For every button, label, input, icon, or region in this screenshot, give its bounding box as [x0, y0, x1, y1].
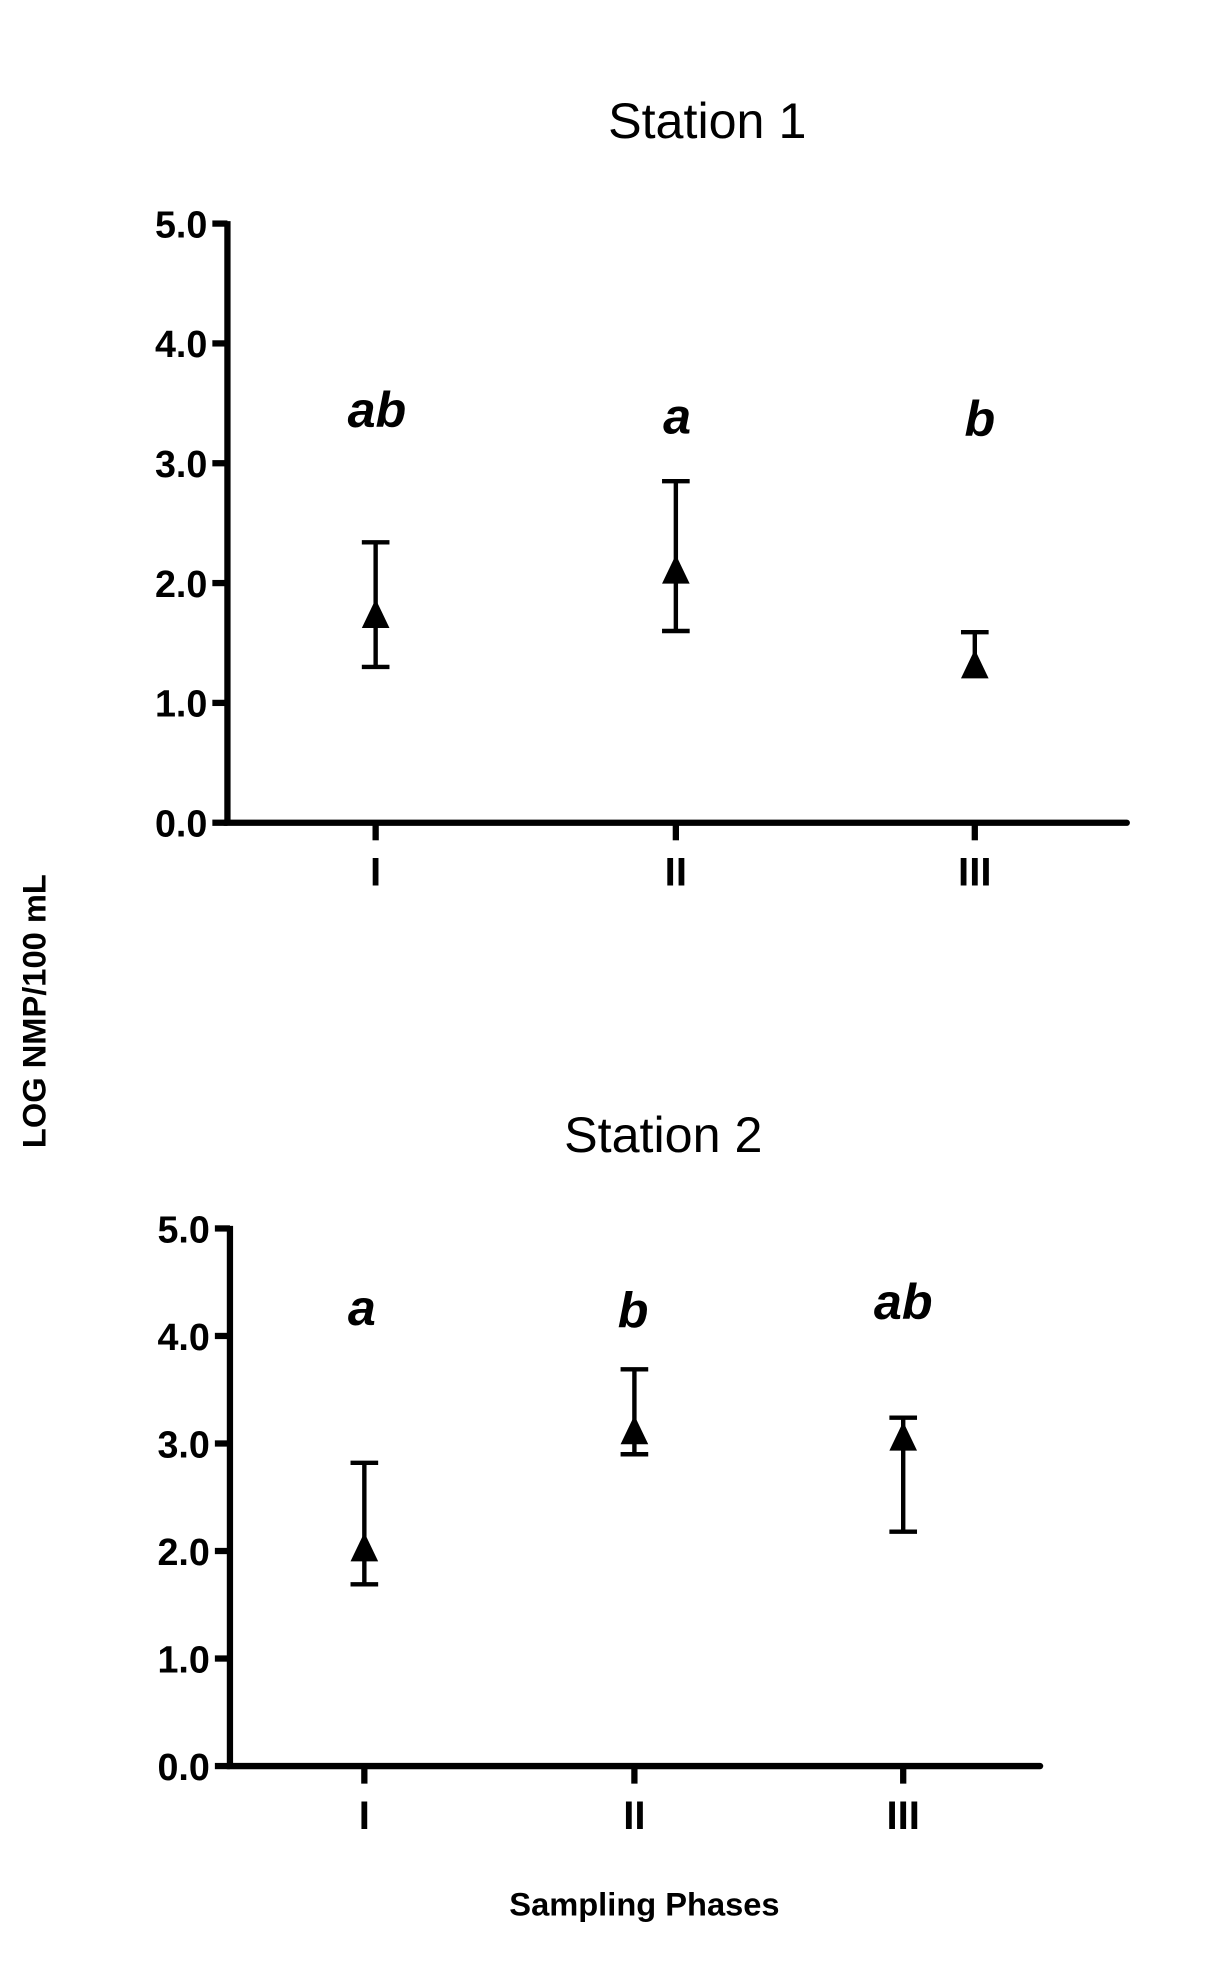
- y-tick-label: 1.0: [155, 683, 207, 725]
- significance-label: b: [618, 1283, 649, 1339]
- y-tick-label: 5.0: [155, 203, 207, 245]
- y-tick-label: 4.0: [155, 323, 207, 365]
- significance-label: a: [348, 1280, 376, 1336]
- significance-label: a: [663, 388, 691, 444]
- data-point-triangle: [960, 649, 989, 679]
- data-point-triangle: [361, 599, 390, 628]
- x-axis-label: Sampling Phases: [509, 1886, 779, 1923]
- data-point-triangle: [350, 1532, 379, 1562]
- y-tick-label: 4.0: [157, 1316, 209, 1358]
- chart-title: Station 2: [564, 1107, 762, 1163]
- significance-label: ab: [874, 1274, 933, 1330]
- y-tick-label: 5.0: [157, 1208, 209, 1250]
- data-point-triangle: [889, 1421, 918, 1451]
- data-point-triangle: [662, 554, 690, 584]
- y-axis-label: LOG NMP/100 mL: [15, 874, 52, 1148]
- chart-title: Station 1: [608, 93, 806, 149]
- y-tick-label: 3.0: [157, 1423, 209, 1465]
- significance-label: b: [964, 391, 995, 447]
- y-tick-label: 0.0: [155, 803, 207, 845]
- y-tick-label: 0.0: [157, 1746, 209, 1788]
- data-point-triangle: [620, 1415, 649, 1445]
- x-tick-label: I: [370, 850, 381, 895]
- significance-label: ab: [348, 382, 407, 438]
- y-tick-label: 3.0: [155, 443, 207, 485]
- x-tick-label: I: [359, 1793, 370, 1838]
- y-tick-label: 2.0: [155, 563, 207, 605]
- y-tick-label: 1.0: [157, 1638, 209, 1680]
- x-tick-label: III: [886, 1793, 920, 1838]
- x-tick-label: III: [958, 850, 992, 895]
- y-tick-label: 2.0: [157, 1531, 209, 1573]
- x-tick-label: II: [623, 1793, 645, 1838]
- x-tick-label: II: [665, 850, 687, 895]
